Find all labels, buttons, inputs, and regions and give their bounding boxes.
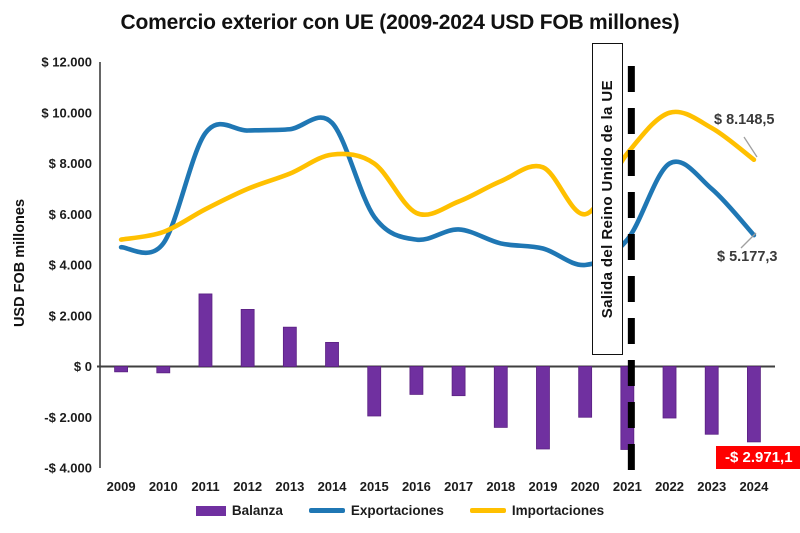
x-tick-label: 2013	[275, 479, 304, 494]
balanza-bar	[704, 366, 719, 435]
balanza-bar	[493, 366, 508, 428]
balanza-bar	[114, 366, 128, 373]
x-tick-label: 2014	[318, 479, 348, 494]
balanza-bar	[536, 366, 550, 450]
x-tick-label: 2009	[107, 479, 136, 494]
x-tick-label: 2017	[444, 479, 473, 494]
x-tick-label: 2019	[529, 479, 558, 494]
brexit-annotation-text: Salida del Reino Unido de la UE	[599, 79, 616, 319]
x-tick-label: 2010	[149, 479, 178, 494]
exportaciones-end-label: $ 5.177,3	[717, 249, 778, 265]
balanza-bar	[367, 366, 382, 417]
legend-label-importaciones: Importaciones	[511, 503, 605, 518]
x-tick-label: 2018	[486, 479, 515, 494]
balanza-bar	[747, 366, 761, 443]
exportaciones-leader-line	[740, 232, 757, 249]
balanza-bar	[282, 326, 297, 367]
balanza-bar	[662, 366, 677, 419]
chart-title: Comercio exterior con UE (2009-2024 USD …	[120, 11, 680, 34]
legend-item-balanza: Balanza	[195, 503, 283, 518]
x-tick-label: 2015	[360, 479, 389, 494]
balanza-bar	[578, 366, 593, 418]
x-tick-label: 2021	[613, 479, 642, 494]
legend-label-balanza: Balanza	[231, 503, 283, 518]
balanza-swatch-icon	[195, 505, 226, 516]
balanza-bar	[198, 293, 213, 367]
balanza-bar	[409, 366, 424, 395]
importaciones-leader-line	[743, 136, 758, 158]
x-tick-label: 2012	[233, 479, 262, 494]
y-tick-label: $ 8.000	[49, 156, 92, 171]
y-tick-label: $ 6.000	[49, 207, 92, 222]
y-tick-label: $ 4.000	[49, 258, 92, 273]
x-tick-label: 2022	[655, 479, 684, 494]
x-tick-label: 2020	[571, 479, 600, 494]
legend: Balanza Exportaciones Importaciones	[0, 503, 800, 518]
importaciones-end-label: $ 8.148,5	[714, 112, 775, 128]
brexit-annotation-box: Salida del Reino Unido de la UE	[592, 43, 623, 355]
exportaciones-swatch-icon	[308, 508, 345, 513]
x-tick-label: 2016	[402, 479, 431, 494]
x-tick-label: 2011	[191, 479, 219, 494]
y-tick-label: $ 0	[74, 359, 92, 374]
legend-item-importaciones: Importaciones	[469, 503, 605, 518]
balanza-end-label-badge: -$ 2.971,1	[716, 446, 800, 469]
balanza-bar	[156, 366, 171, 374]
balanza-bar	[325, 341, 339, 367]
x-tick-label: 2024	[739, 479, 769, 494]
y-tick-label: -$ 4.000	[44, 461, 92, 476]
y-tick-label: $ 12.000	[41, 55, 92, 70]
balanza-bar	[451, 366, 466, 397]
importaciones-swatch-icon	[469, 508, 506, 513]
y-tick-label: $ 10.000	[41, 105, 92, 120]
x-tick-label: 2023	[697, 479, 726, 494]
balanza-bar	[240, 309, 255, 367]
legend-label-exportaciones: Exportaciones	[350, 503, 444, 518]
y-tick-label: -$ 2.000	[44, 410, 92, 425]
exportaciones-line	[118, 115, 757, 268]
legend-item-exportaciones: Exportaciones	[308, 503, 444, 518]
y-tick-label: $ 2.000	[49, 308, 92, 323]
importaciones-line	[118, 109, 757, 242]
